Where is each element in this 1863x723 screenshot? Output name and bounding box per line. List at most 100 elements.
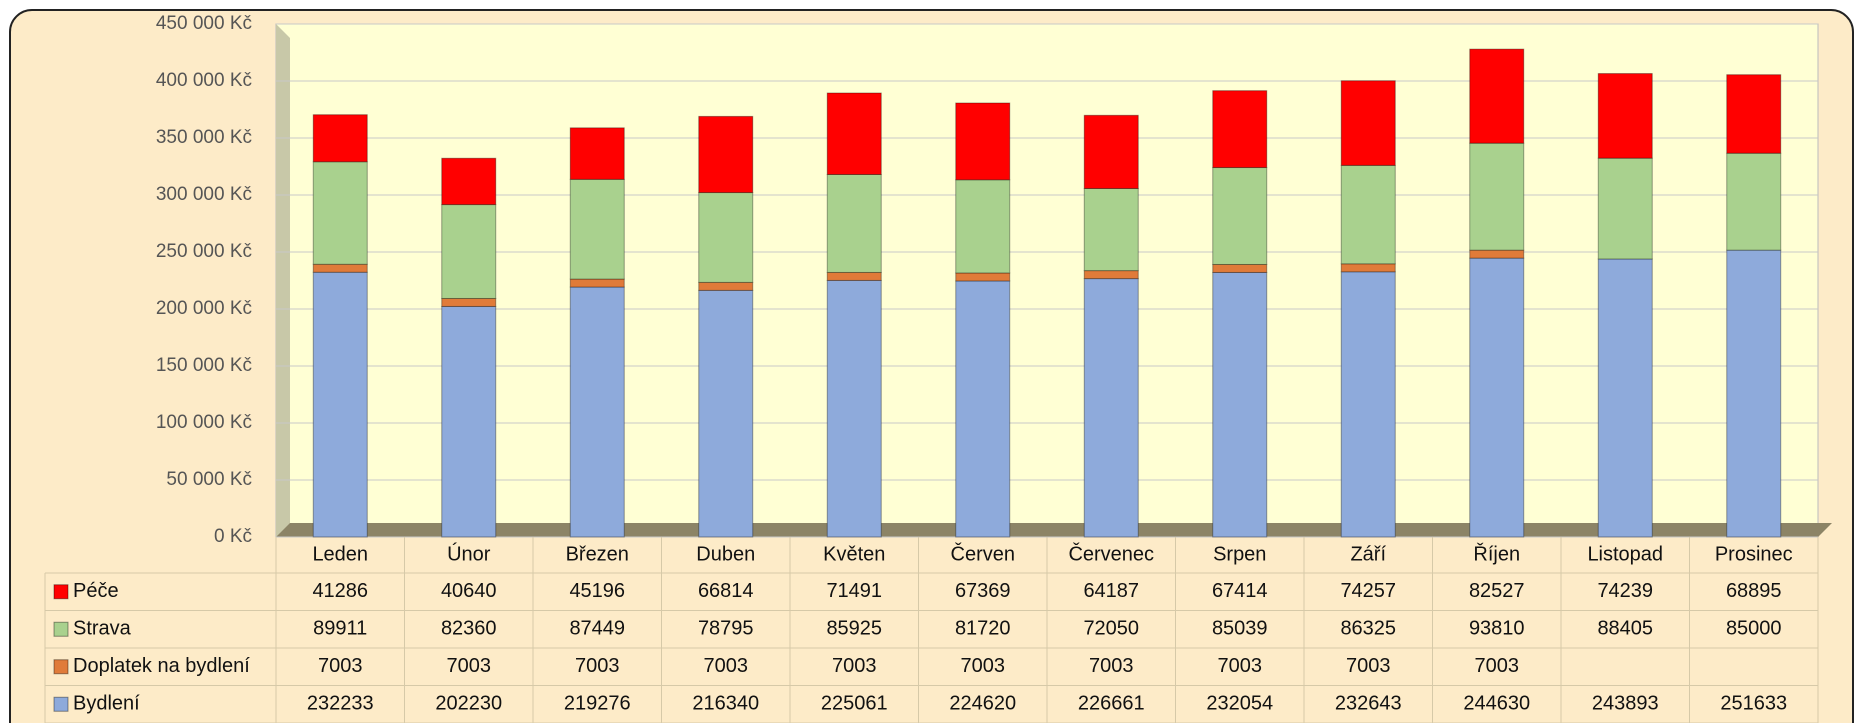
table-value: 7003 — [318, 655, 363, 677]
bar-segment — [1212, 167, 1268, 265]
x-tick-label: Říjen — [1473, 542, 1520, 565]
table-value: 7003 — [447, 655, 492, 677]
bar-segment — [441, 157, 497, 206]
table-value: 232054 — [1206, 693, 1273, 715]
bar-segment — [698, 115, 754, 194]
bar-segment — [1469, 257, 1525, 538]
x-tick-label: Listopad — [1587, 543, 1663, 565]
bar-segment — [1469, 249, 1525, 259]
bar-segment — [698, 192, 754, 283]
bar-segment — [1083, 114, 1139, 189]
bar-segment — [955, 179, 1011, 274]
bar-segment — [312, 271, 368, 538]
x-tick-label: Srpen — [1213, 543, 1266, 565]
table-value: 41286 — [312, 580, 368, 602]
table-value: 88405 — [1597, 618, 1653, 640]
table-value: 87449 — [569, 618, 625, 640]
legend-label: Doplatek na bydlení — [73, 655, 250, 677]
table-value: 82527 — [1469, 580, 1525, 602]
table-value: 7003 — [1089, 655, 1134, 677]
y-tick-label: 450 000 Kč — [156, 13, 252, 34]
x-tick-label: Červenec — [1068, 542, 1154, 565]
table-value: 232233 — [307, 693, 374, 715]
bar-segment — [1726, 74, 1782, 154]
table-value: 85000 — [1726, 618, 1782, 640]
table-value: 251633 — [1720, 693, 1787, 715]
table-value: 67369 — [955, 580, 1011, 602]
y-tick-label: 150 000 Kč — [156, 355, 252, 376]
x-tick-label: Duben — [696, 543, 755, 565]
x-tick-label: Červen — [951, 542, 1015, 565]
table-value: 40640 — [441, 580, 497, 602]
bar-segment — [569, 286, 625, 538]
table-value: 216340 — [692, 693, 759, 715]
table-value: 64187 — [1083, 580, 1139, 602]
y-tick-label: 100 000 Kč — [156, 412, 252, 433]
y-tick-label: 0 Kč — [214, 526, 252, 547]
x-tick-label: Září — [1350, 543, 1386, 565]
bar-segment — [1597, 157, 1653, 260]
legend-label: Péče — [73, 580, 119, 602]
bar-segment — [441, 305, 497, 538]
bar-segment — [955, 272, 1011, 282]
plot-area — [275, 23, 1819, 538]
bar-segment — [1340, 271, 1396, 538]
bar-segment — [1083, 270, 1139, 280]
legend-label: Strava — [73, 618, 132, 640]
legend-label: Bydlení — [73, 693, 140, 715]
bar-segment — [826, 92, 882, 175]
table-value: 85925 — [826, 618, 882, 640]
table-value: 71491 — [826, 580, 882, 602]
bar-segment — [955, 102, 1011, 181]
bar-segment — [1340, 80, 1396, 166]
table-value: 74239 — [1597, 580, 1653, 602]
table-value: 66814 — [698, 580, 754, 602]
legend-key — [53, 696, 69, 712]
bar-segment — [698, 289, 754, 538]
bar-segment — [1212, 271, 1268, 538]
table-value: 225061 — [821, 693, 888, 715]
x-tick-label: Únor — [447, 542, 491, 565]
bar-segment — [1340, 164, 1396, 265]
table-value: 45196 — [569, 580, 625, 602]
legend-key — [53, 659, 69, 675]
table-value: 7003 — [832, 655, 877, 677]
table-value: 72050 — [1083, 618, 1139, 640]
bar-segment — [569, 178, 625, 280]
bar-segment — [826, 271, 882, 281]
plot-floor — [276, 523, 1832, 537]
table-value: 74257 — [1340, 580, 1396, 602]
table-value: 7003 — [704, 655, 749, 677]
table-value: 82360 — [441, 618, 497, 640]
bar-segment — [826, 279, 882, 538]
x-tick-label: Březen — [566, 543, 629, 565]
x-tick-label: Prosinec — [1715, 543, 1793, 565]
y-tick-label: 200 000 Kč — [156, 298, 252, 319]
table-value: 219276 — [564, 693, 631, 715]
bar-segment — [441, 204, 497, 299]
bar-segment — [826, 173, 882, 273]
table-value: 89911 — [313, 618, 367, 640]
x-tick-label: Květen — [823, 543, 885, 565]
y-tick-label: 50 000 Kč — [166, 469, 252, 490]
y-tick-label: 250 000 Kč — [156, 241, 252, 262]
bar-segment — [1083, 278, 1139, 538]
table-value: 226661 — [1078, 693, 1145, 715]
plot-side-wall — [276, 24, 290, 537]
bar-segment — [955, 280, 1011, 538]
table-value: 202230 — [435, 693, 502, 715]
bar-segment — [312, 114, 368, 163]
table-value: 93810 — [1469, 618, 1525, 640]
y-tick-label: 300 000 Kč — [156, 184, 252, 205]
bar-segment — [1597, 258, 1653, 538]
table-value: 67414 — [1212, 580, 1268, 602]
table-value: 232643 — [1335, 693, 1402, 715]
table-value: 68895 — [1726, 580, 1782, 602]
bar-segment — [1469, 142, 1525, 251]
table-value: 7003 — [961, 655, 1006, 677]
bar-segment — [1726, 152, 1782, 251]
table-value: 78795 — [698, 618, 754, 640]
table-value: 86325 — [1340, 618, 1396, 640]
bar-segment — [312, 263, 368, 273]
table-value: 7003 — [1218, 655, 1263, 677]
